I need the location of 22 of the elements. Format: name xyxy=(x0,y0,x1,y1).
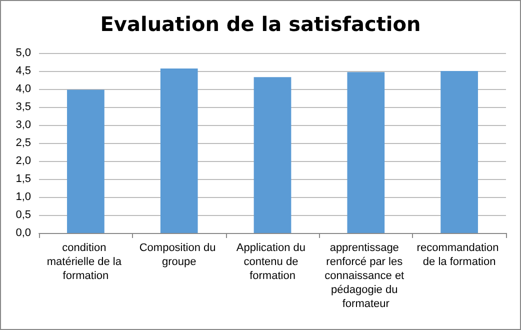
y-tick-label: 1,5 xyxy=(16,173,31,185)
y-tick-label: 3,5 xyxy=(16,101,31,113)
bar xyxy=(347,72,385,233)
x-tick-label: Application du contenu de formation xyxy=(236,242,309,282)
y-tick-label: 1,0 xyxy=(16,191,31,203)
x-tick-label: condition matérielle de la formation xyxy=(46,242,125,282)
y-tick-label: 5,0 xyxy=(16,47,31,59)
y-tick-label: 0,5 xyxy=(16,209,31,221)
chart-title: Evaluation de la satisfaction xyxy=(100,12,421,36)
bar xyxy=(440,71,478,233)
bar xyxy=(67,90,104,233)
x-tick-label: recommandation de la formation xyxy=(416,242,502,268)
y-tick-label: 4,0 xyxy=(16,83,31,95)
y-tick-label: 2,5 xyxy=(16,137,31,149)
bar xyxy=(160,68,198,233)
y-tick-label: 0,0 xyxy=(16,227,31,239)
bar xyxy=(254,77,292,233)
y-tick-label: 4,5 xyxy=(16,65,31,77)
x-tick-label: apprentissage renforcé par les connaissance et pédagogie du formateur xyxy=(324,242,408,310)
x-tick-label: Composition du groupe xyxy=(139,242,219,268)
y-tick-label: 2,0 xyxy=(16,155,31,167)
y-tick-label: 3,0 xyxy=(16,119,31,131)
